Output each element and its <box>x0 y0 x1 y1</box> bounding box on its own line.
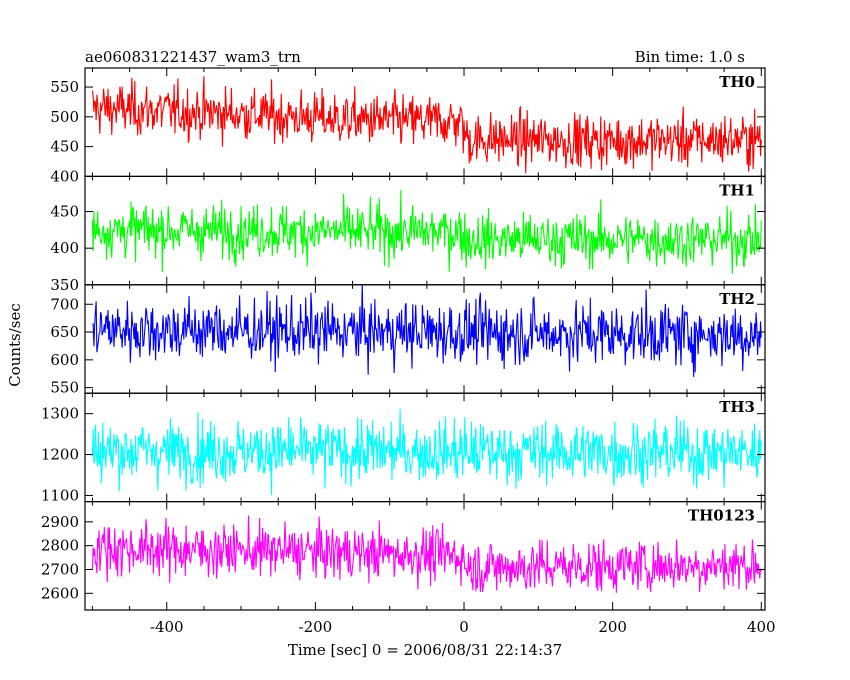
series-label-th3: TH3 <box>719 398 755 416</box>
series-label-th0: TH0 <box>719 73 755 91</box>
series-line-th0 <box>91 76 762 174</box>
series-label-th0123: TH0123 <box>688 507 755 525</box>
y-tick-label: 2700 <box>41 560 79 578</box>
y-tick-label: 450 <box>50 203 79 221</box>
y-tick-label: 550 <box>50 78 79 96</box>
series-label-th2: TH2 <box>719 290 755 308</box>
y-tick-label: 2800 <box>41 537 79 555</box>
x-tick-label: -200 <box>299 618 333 636</box>
x-axis-label: Time [sec] 0 = 2006/08/31 22:14:37 <box>288 641 562 659</box>
y-tick-label: 400 <box>50 239 79 257</box>
y-axis-label: Counts/sec <box>6 303 24 387</box>
x-tick-label: 400 <box>747 618 776 636</box>
bin-time-label: Bin time: 1.0 s <box>635 48 745 66</box>
series-line-th2 <box>92 284 762 378</box>
x-tick-label: 0 <box>459 618 469 636</box>
series-line-th1 <box>91 190 762 274</box>
chart-title: ae060831221437_wam3_trn <box>85 48 301 66</box>
panels: 400 450 500 550 TH0 350 400 450 TH1 550 600 650 700 T… <box>41 67 776 636</box>
y-tick-label: 1200 <box>41 446 79 464</box>
y-tick-label: 700 <box>50 295 79 313</box>
y-tick-label: 600 <box>50 351 79 369</box>
series-label-th1: TH1 <box>719 181 755 199</box>
y-tick-label: 1300 <box>41 405 79 423</box>
series-line-th3 <box>91 408 762 496</box>
y-tick-label: 350 <box>50 276 79 294</box>
y-tick-label: 500 <box>50 108 79 126</box>
x-tick-label: -400 <box>150 618 184 636</box>
panel-frame-th0123 <box>84 501 766 611</box>
y-tick-label: 2600 <box>41 584 79 602</box>
y-tick-label: 400 <box>50 167 79 185</box>
series-line-th0123 <box>91 515 762 593</box>
y-tick-label: 450 <box>50 138 79 156</box>
y-tick-label: 550 <box>50 379 79 397</box>
x-tick-label: 200 <box>598 618 627 636</box>
y-tick-label: 650 <box>50 323 79 341</box>
y-tick-label: 1100 <box>41 486 79 504</box>
y-tick-label: 2900 <box>41 513 79 531</box>
